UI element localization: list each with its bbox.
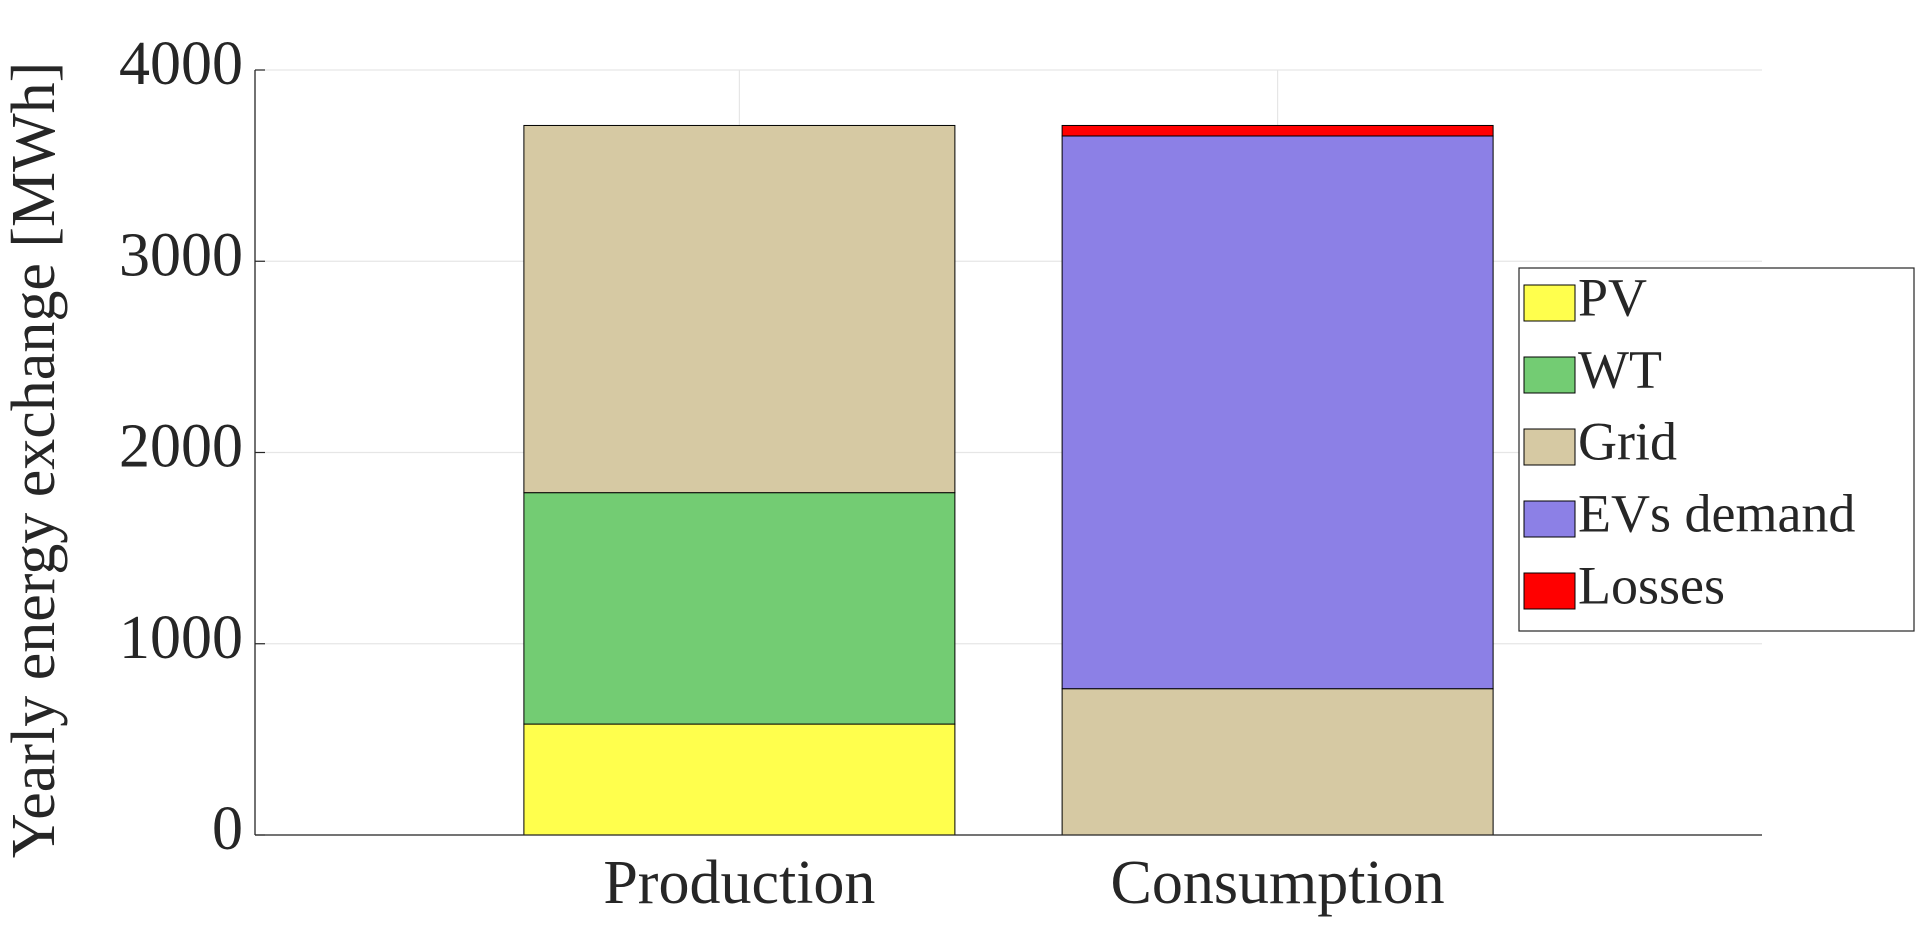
legend-box <box>1518 267 1915 632</box>
legend-swatch <box>1523 428 1576 466</box>
bar-segment <box>1061 688 1494 836</box>
y-tick-label: 2000 <box>119 413 243 481</box>
bar-segment <box>523 124 956 494</box>
bar-segment <box>1061 124 1494 137</box>
bar-segment <box>523 492 956 725</box>
y-axis-label: Yearly energy exchange [MWh] <box>0 62 68 859</box>
y-tick-label: 4000 <box>119 30 243 98</box>
bar-segment <box>1061 135 1494 690</box>
legend-label: Grid <box>1578 411 1677 471</box>
y-tick-label: 3000 <box>119 221 243 289</box>
y-tick-label: 0 <box>212 795 243 863</box>
legend-label: EVs demand <box>1578 483 1855 543</box>
legend-label: WT <box>1578 339 1662 399</box>
legend-label: Losses <box>1578 555 1725 615</box>
legend-swatch <box>1523 572 1576 610</box>
bar-segment <box>523 723 956 836</box>
legend-swatch <box>1523 356 1576 394</box>
x-tick-label: Production <box>603 849 875 917</box>
x-tick-label: Consumption <box>1111 849 1445 917</box>
legend-swatch <box>1523 284 1576 322</box>
y-tick-label: 1000 <box>119 604 243 672</box>
legend-label: PV <box>1578 267 1647 327</box>
legend-swatch <box>1523 500 1576 538</box>
